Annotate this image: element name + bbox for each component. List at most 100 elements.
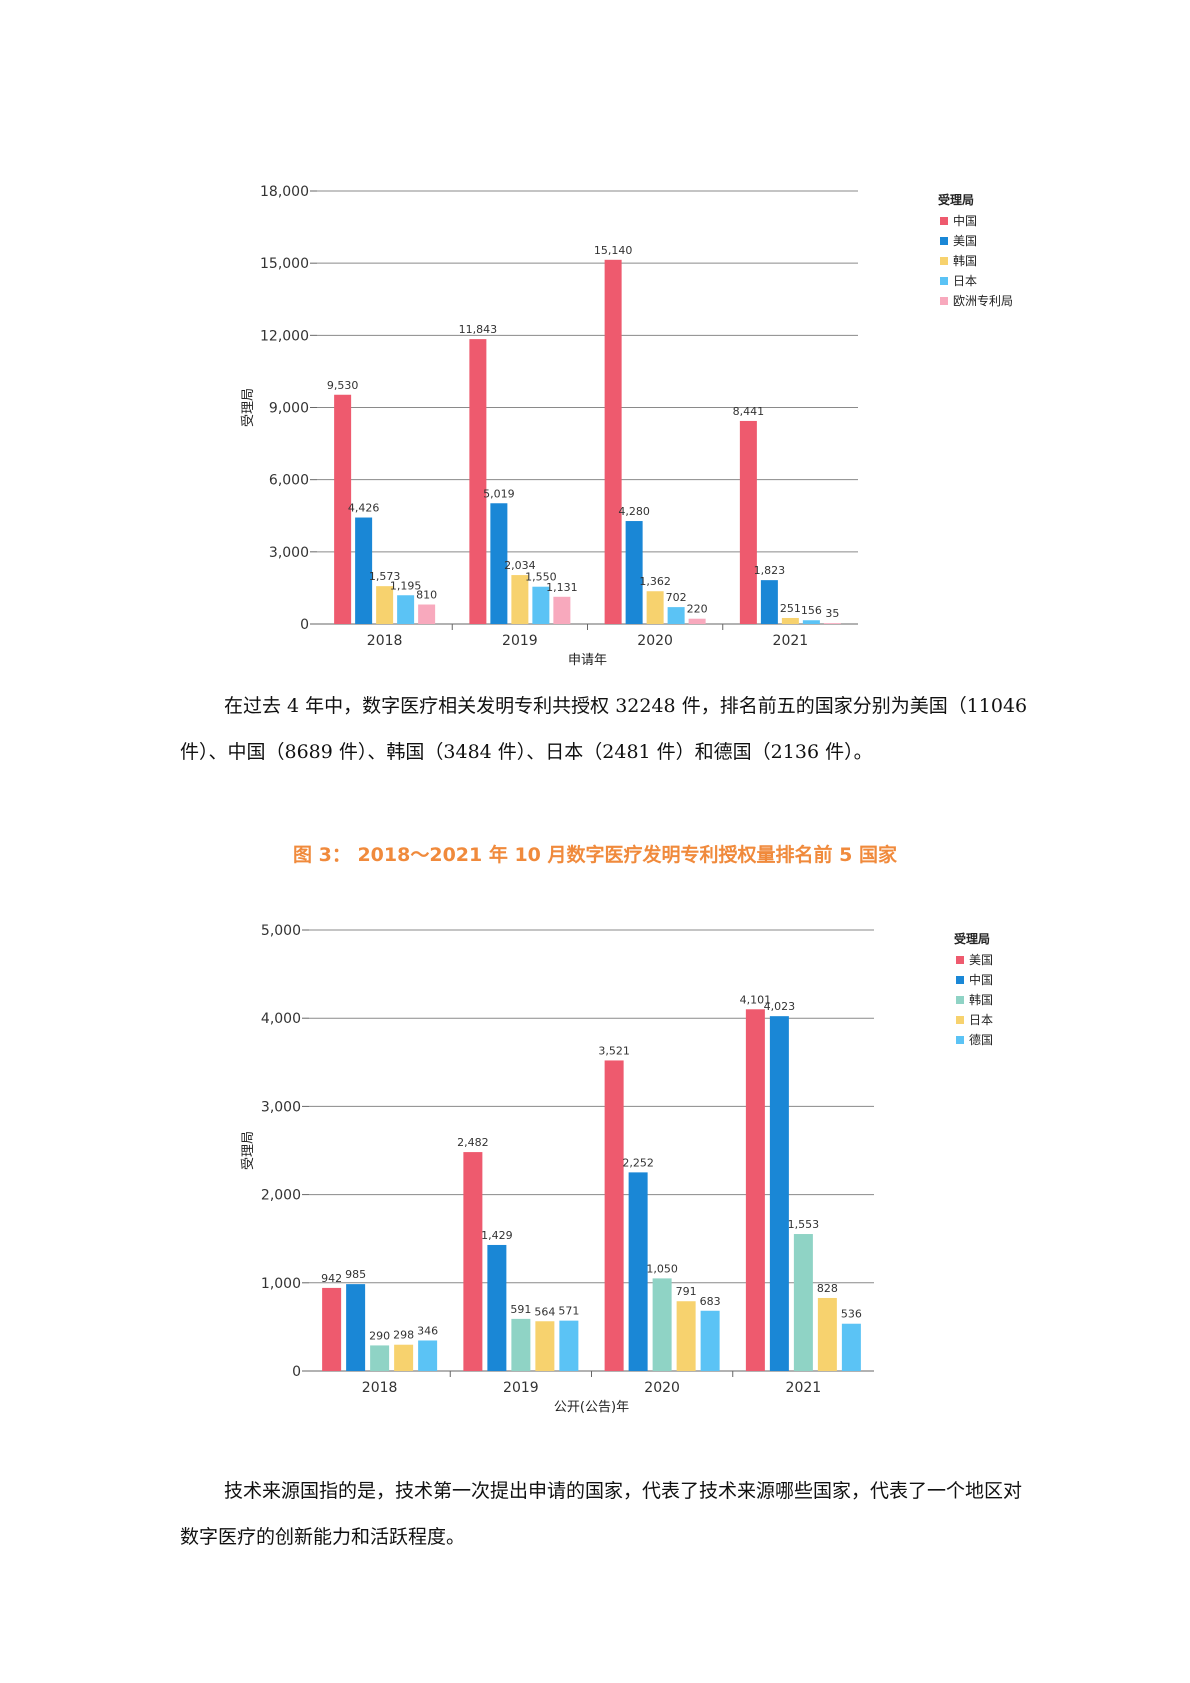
bar-韩国-2018 bbox=[376, 586, 394, 624]
legend-swatch-日本 bbox=[940, 277, 948, 285]
data-label: 290 bbox=[369, 1329, 390, 1342]
data-label: 1,573 bbox=[369, 570, 401, 583]
data-label: 591 bbox=[510, 1303, 531, 1316]
data-label: 683 bbox=[700, 1295, 721, 1308]
data-label: 220 bbox=[687, 603, 708, 616]
bar-中国-2021 bbox=[769, 1016, 789, 1371]
data-label: 2,034 bbox=[504, 559, 536, 572]
data-label: 11,843 bbox=[459, 323, 498, 336]
data-label: 4,023 bbox=[764, 1000, 796, 1013]
data-label: 298 bbox=[393, 1329, 414, 1342]
paragraph-tech-source: 技术来源国指的是，技术第一次提出申请的国家，代表了技术来源哪些国家，代表了一个地… bbox=[180, 1468, 1040, 1560]
bar-美国-2018 bbox=[355, 517, 373, 624]
data-label: 1,823 bbox=[754, 564, 786, 577]
data-label: 702 bbox=[666, 591, 687, 604]
legend-swatch-韩国 bbox=[956, 996, 964, 1004]
y-tick-label: 18,000 bbox=[260, 184, 309, 200]
data-label: 564 bbox=[534, 1305, 555, 1318]
data-label: 1,362 bbox=[639, 575, 671, 588]
bar-韩国-2020 bbox=[646, 591, 664, 624]
bar-美国-2018 bbox=[322, 1287, 342, 1371]
data-label: 35 bbox=[825, 607, 839, 620]
x-tick-label: 2021 bbox=[773, 633, 809, 649]
legend-swatch-中国 bbox=[956, 976, 964, 984]
bar-美国-2020 bbox=[625, 521, 643, 624]
data-label: 1,553 bbox=[788, 1218, 820, 1231]
bar-欧洲专利局-2019 bbox=[553, 596, 571, 624]
data-label: 791 bbox=[676, 1285, 697, 1298]
data-label: 8,441 bbox=[733, 405, 765, 418]
bar-欧洲专利局-2020 bbox=[688, 618, 706, 624]
bar-中国-2020 bbox=[628, 1172, 648, 1371]
y-tick-label: 3,000 bbox=[269, 545, 309, 561]
data-label: 1,550 bbox=[525, 571, 557, 584]
data-label: 2,482 bbox=[457, 1136, 489, 1149]
legend-swatch-德国 bbox=[956, 1036, 964, 1044]
bar-德国-2021 bbox=[841, 1323, 861, 1371]
y-tick-label: 0 bbox=[300, 617, 309, 633]
data-label: 828 bbox=[817, 1282, 838, 1295]
bar-美国-2021 bbox=[760, 580, 778, 624]
legend-entry-日本: 日本 bbox=[969, 1013, 993, 1027]
legend-swatch-美国 bbox=[940, 237, 948, 245]
legend-entry-日本: 日本 bbox=[953, 274, 977, 288]
data-label: 1,195 bbox=[390, 579, 422, 592]
y-tick-label: 3,000 bbox=[261, 1099, 301, 1115]
data-label: 942 bbox=[321, 1272, 342, 1285]
data-label: 985 bbox=[345, 1268, 366, 1281]
legend-entry-欧洲专利局: 欧洲专利局 bbox=[953, 293, 1013, 308]
bar-中国-2018 bbox=[346, 1284, 366, 1371]
figure-3-title: 图 3： 2018～2021 年 10 月数字医疗发明专利授权量排名前 5 国家 bbox=[293, 844, 897, 866]
legend-swatch-美国 bbox=[956, 956, 964, 964]
y-tick-label: 5,000 bbox=[261, 923, 301, 939]
bar-中国-2018 bbox=[334, 394, 352, 624]
bar-欧洲专利局-2021 bbox=[823, 623, 841, 624]
legend-entry-韩国: 韩国 bbox=[953, 253, 977, 268]
data-label: 156 bbox=[801, 604, 822, 617]
x-tick-label: 2018 bbox=[367, 633, 403, 649]
legend-title: 受理局 bbox=[954, 931, 990, 946]
y-axis-title: 受理局 bbox=[241, 1131, 256, 1170]
legend-entry-中国: 中国 bbox=[969, 972, 993, 987]
legend-swatch-中国 bbox=[940, 217, 948, 225]
bar-中国-2019 bbox=[487, 1244, 507, 1371]
paragraph-summary-text: 在过去 4 年中，数字医疗相关发明专利共授权 32248 件，排名前五的国家分别… bbox=[180, 695, 1028, 763]
y-tick-label: 9,000 bbox=[269, 401, 309, 417]
legend-swatch-日本 bbox=[956, 1016, 964, 1024]
data-label: 5,019 bbox=[483, 487, 515, 500]
bar-欧洲专利局-2018 bbox=[418, 604, 436, 624]
bar-美国-2019 bbox=[490, 503, 508, 624]
data-label: 810 bbox=[416, 589, 437, 602]
x-tick-label: 2019 bbox=[502, 633, 538, 649]
legend-entry-德国: 德国 bbox=[969, 1032, 993, 1047]
y-tick-label: 6,000 bbox=[269, 473, 309, 489]
bar-日本-2019 bbox=[535, 1321, 555, 1371]
x-tick-label: 2019 bbox=[503, 1380, 539, 1396]
bar-美国-2021 bbox=[745, 1009, 765, 1371]
x-tick-label: 2018 bbox=[362, 1380, 398, 1396]
x-axis-title: 申请年 bbox=[568, 653, 607, 668]
data-label: 3,521 bbox=[598, 1044, 630, 1057]
legend-swatch-欧洲专利局 bbox=[940, 297, 948, 305]
bar-日本-2020 bbox=[676, 1301, 696, 1371]
bar-德国-2018 bbox=[418, 1340, 438, 1371]
data-label: 536 bbox=[841, 1308, 862, 1321]
bar-中国-2020 bbox=[604, 259, 622, 624]
bar-日本-2018 bbox=[397, 595, 415, 624]
data-label: 1,131 bbox=[546, 581, 578, 594]
bar-韩国-2019 bbox=[511, 575, 529, 624]
legend-swatch-韩国 bbox=[940, 257, 948, 265]
y-tick-label: 2,000 bbox=[261, 1188, 301, 1204]
paragraph-summary: 在过去 4 年中，数字医疗相关发明专利共授权 32248 件，排名前五的国家分别… bbox=[180, 683, 1040, 775]
x-tick-label: 2020 bbox=[637, 633, 673, 649]
data-label: 346 bbox=[417, 1324, 438, 1337]
bar-韩国-2021 bbox=[793, 1234, 813, 1371]
y-axis-title: 受理局 bbox=[241, 388, 256, 427]
y-tick-label: 0 bbox=[292, 1364, 301, 1380]
bar-韩国-2018 bbox=[370, 1345, 390, 1371]
bar-韩国-2019 bbox=[511, 1318, 531, 1371]
legend-entry-美国: 美国 bbox=[969, 953, 993, 967]
bar-韩国-2020 bbox=[652, 1278, 672, 1371]
data-label: 9,530 bbox=[327, 379, 359, 392]
paragraph-tech-source-text: 技术来源国指的是，技术第一次提出申请的国家，代表了技术来源哪些国家，代表了一个地… bbox=[180, 1480, 1023, 1548]
